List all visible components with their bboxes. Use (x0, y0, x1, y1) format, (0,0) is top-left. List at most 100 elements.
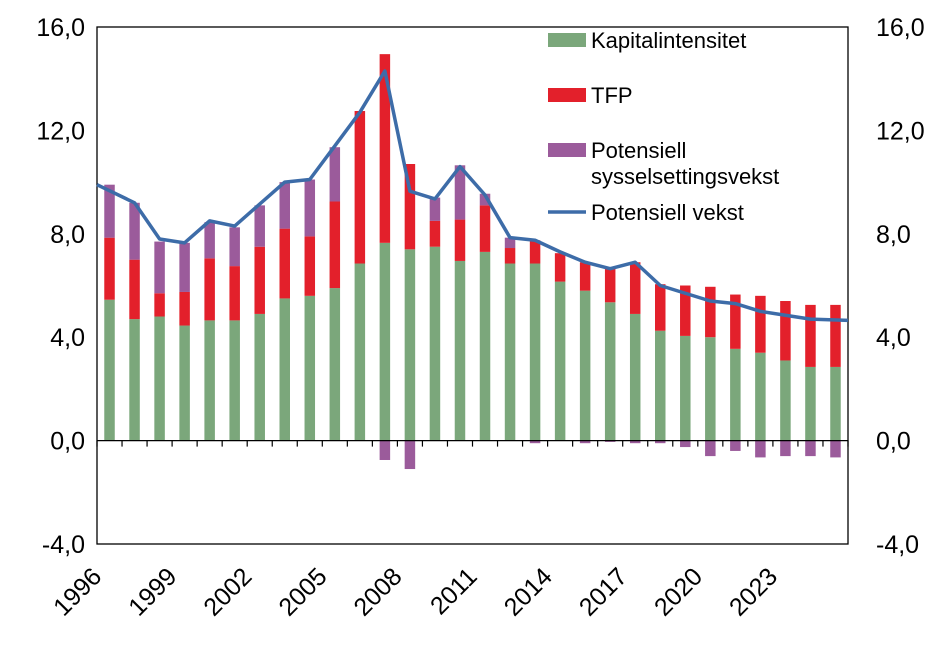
bar-potensiell-sysselsettingsvekst-2019 (680, 440, 691, 448)
bar-tfp-2013 (529, 240, 541, 264)
legend-label: Kapitalintensitet (591, 28, 746, 53)
bar-potensiell-sysselsettingsvekst-2021 (730, 440, 741, 451)
bar-kapitalintensitet-2022 (755, 352, 766, 441)
bar-kapitalintensitet-1997 (129, 319, 140, 441)
bar-kapitalintensitet-2012 (504, 263, 516, 441)
bar-tfp-2016 (604, 268, 616, 303)
bar-kapitalintensitet-2008 (404, 249, 416, 441)
bar-tfp-2017 (629, 262, 641, 314)
bar-kapitalintensitet-1999 (179, 325, 190, 441)
x-tick-label: 2002 (198, 562, 257, 621)
x-tick-label: 2017 (574, 562, 633, 621)
legend-swatch (548, 88, 586, 102)
legend-label: Potensiell sysselsettingsvekst (591, 138, 779, 189)
bar-potensiell-sysselsettingsvekst-2003 (279, 182, 290, 229)
bar-kapitalintensitet-2001 (229, 320, 240, 441)
bar-tfp-2019 (680, 285, 691, 336)
y-tick-label-right: 16,0 (876, 14, 925, 42)
bar-tfp-2018 (655, 284, 666, 331)
bar-potensiell-sysselsettingsvekst-2025 (830, 440, 841, 458)
legend-swatch (548, 143, 586, 157)
bar-potensiell-sysselsettingsvekst-2024 (805, 440, 816, 457)
y-tick-label-left: 4,0 (50, 324, 85, 352)
bar-kapitalintensitet-2013 (529, 263, 541, 441)
bar-tfp-2007 (379, 54, 391, 243)
bar-kapitalintensitet-1996 (104, 299, 115, 441)
bar-tfp-2022 (755, 295, 766, 353)
axes (96, 26, 849, 545)
y-tick-label-right: 4,0 (876, 324, 911, 352)
bar-kapitalintensitet-2019 (680, 335, 691, 441)
bar-kapitalintensitet-1998 (154, 316, 165, 441)
y-tick-label-right: 12,0 (876, 117, 925, 145)
bar-potensiell-sysselsettingsvekst-2017 (629, 440, 641, 444)
bar-tfp-1996 (104, 237, 115, 300)
bar-tfp-2006 (354, 111, 366, 264)
y-tick-label-left: 0,0 (50, 428, 85, 456)
bar-potensiell-sysselsettingsvekst-1997 (129, 202, 140, 260)
x-tick-label: 2008 (349, 562, 408, 621)
bar-potensiell-sysselsettingsvekst-2020 (705, 440, 716, 457)
line-series (96, 69, 849, 323)
bar-tfp-2021 (730, 294, 741, 349)
bar-tfp-2009 (429, 220, 441, 247)
bar-potensiell-sysselsettingsvekst-1996 (104, 184, 115, 238)
bar-potensiell-sysselsettingsvekst-2005 (329, 147, 341, 202)
bar-kapitalintensitet-2009 (429, 246, 441, 441)
bar-kapitalintensitet-2004 (304, 295, 316, 441)
bar-potensiell-sysselsettingsvekst-2002 (254, 205, 265, 247)
bar-kapitalintensitet-2000 (204, 320, 215, 441)
bar-kapitalintensitet-2018 (655, 330, 666, 441)
y-tick-label-left: 8,0 (50, 221, 85, 249)
bar-tfp-2000 (204, 258, 215, 321)
plot-frame (96, 26, 849, 545)
bar-tfp-2003 (279, 228, 290, 299)
bar-kapitalintensitet-2010 (454, 260, 466, 441)
bar-tfp-2011 (479, 205, 491, 252)
x-tick-label: 2005 (273, 562, 332, 621)
bar-tfp-2024 (805, 304, 816, 367)
bar-potensiell-sysselsettingsvekst-2015 (579, 440, 591, 444)
bar-tfp-2002 (254, 246, 265, 314)
y-tick-label-right: 8,0 (876, 221, 911, 249)
line-potensiell-vekst (96, 69, 849, 323)
bar-kapitalintensitet-2021 (730, 348, 741, 441)
bar-potensiell-sysselsettingsvekst-1998 (154, 241, 165, 294)
bar-kapitalintensitet-2014 (554, 281, 566, 441)
bar-kapitalintensitet-2003 (279, 298, 290, 441)
bar-potensiell-sysselsettingsvekst-2000 (204, 222, 215, 259)
bar-potensiell-sysselsettingsvekst-2007 (379, 440, 391, 460)
legend-swatch (548, 33, 586, 47)
bar-kapitalintensitet-2025 (830, 366, 841, 441)
bar-tfp-1999 (179, 291, 190, 326)
bar-tfp-2014 (554, 253, 566, 282)
bars (104, 54, 841, 470)
bar-potensiell-sysselsettingsvekst-2013 (529, 440, 541, 444)
bar-potensiell-sysselsettingsvekst-2012 (504, 237, 516, 249)
bar-kapitalintensitet-2006 (354, 263, 366, 441)
bar-kapitalintensitet-2024 (805, 366, 816, 441)
bar-kapitalintensitet-2011 (479, 251, 491, 441)
bar-potensiell-sysselsettingsvekst-2008 (404, 440, 416, 470)
x-tick-label: 1999 (123, 562, 182, 621)
bar-kapitalintensitet-2023 (780, 360, 791, 441)
bar-potensiell-sysselsettingsvekst-1999 (179, 242, 190, 292)
bar-kapitalintensitet-2020 (705, 337, 716, 441)
bar-kapitalintensitet-2016 (604, 302, 616, 441)
bar-tfp-2025 (830, 304, 841, 367)
x-tick-label: 2020 (649, 562, 708, 621)
bar-kapitalintensitet-2015 (579, 290, 591, 441)
bar-potensiell-sysselsettingsvekst-2001 (229, 227, 240, 267)
bar-tfp-2015 (579, 262, 591, 291)
bar-tfp-2020 (705, 286, 716, 338)
bar-tfp-1998 (154, 293, 165, 317)
x-tick-label: 1996 (48, 562, 107, 621)
bar-tfp-2008 (404, 164, 416, 250)
bar-potensiell-sysselsettingsvekst-2023 (780, 440, 791, 457)
bar-tfp-2004 (304, 236, 316, 296)
bar-tfp-2005 (329, 201, 341, 289)
x-tick-label: 2011 (425, 562, 483, 620)
bar-tfp-1997 (129, 259, 140, 320)
bar-potensiell-sysselsettingsvekst-2018 (655, 440, 666, 444)
